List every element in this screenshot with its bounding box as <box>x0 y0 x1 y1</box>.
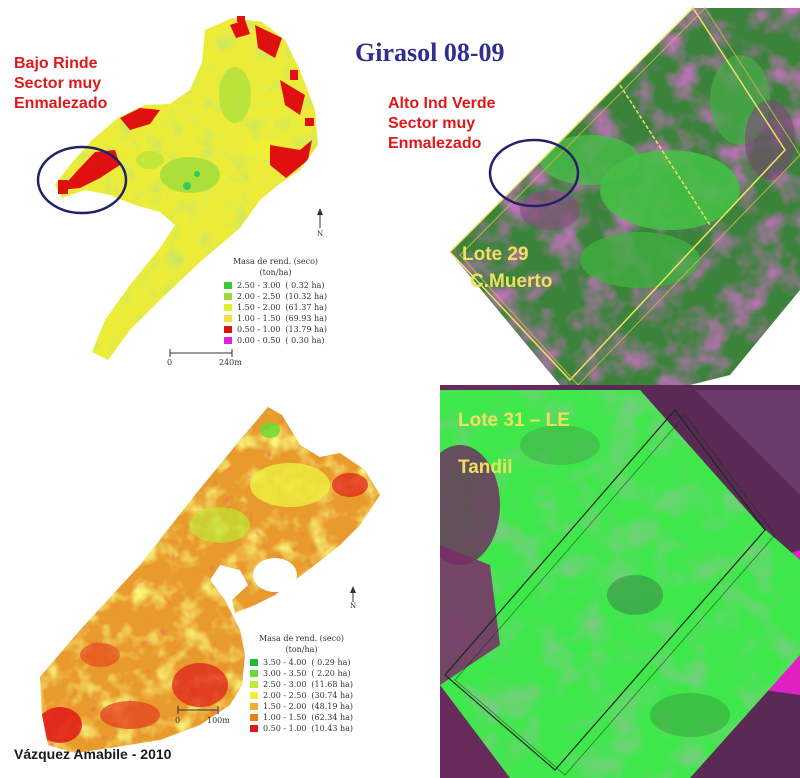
legend-item: 3.00 - 3.50 ( 2.20 ha) <box>250 668 353 679</box>
legend-range: 0.50 - 1.00 <box>263 724 307 733</box>
legend-swatch <box>224 304 232 311</box>
location-label-tandil: Tandil <box>458 457 513 478</box>
legend-range: 1.50 - 2.00 <box>263 702 307 711</box>
sector-divider-line <box>619 84 711 226</box>
legend-swatch <box>224 282 232 289</box>
legend-range: 1.00 - 1.50 <box>237 314 281 323</box>
yield-map-lote29-panel <box>0 0 380 375</box>
scale-end-label: 100m <box>207 716 230 725</box>
lot-label-29: Lote 29 <box>462 244 529 265</box>
yield-map-lote31-panel <box>0 385 440 778</box>
legend-item: 3.50 - 4.00 ( 0.29 ha) <box>250 657 353 668</box>
lot-boundary <box>448 6 786 382</box>
legend-range: 2.00 - 2.50 <box>263 691 307 700</box>
page-title: Girasol 08-09 <box>355 38 505 67</box>
annotation-line: Enmalezado <box>388 135 482 152</box>
legend-title: Masa de rend. (seco) <box>258 634 345 643</box>
legend-item: 2.00 - 2.50 (30.74 ha) <box>250 690 353 701</box>
legend-item: 2.50 - 3.00 ( 0.32 ha) <box>224 280 327 291</box>
legend-swatch <box>250 659 258 666</box>
legend-range: 0.50 - 1.00 <box>237 325 281 334</box>
legend-swatch <box>224 337 232 344</box>
legend-area: (10.43 ha) <box>311 724 354 733</box>
annotation-line: Bajo Rinde <box>14 55 98 72</box>
legend-area: (61.37 ha) <box>285 303 328 312</box>
yield-legend-lote31: Masa de rend. (seco) (ton/ha) 3.50 - 4.00 (… <box>250 633 353 734</box>
legend-swatch <box>250 692 258 699</box>
yield-map-lote31 <box>40 407 380 753</box>
legend-item: 2.00 - 2.50 (10.32 ha) <box>224 291 327 302</box>
legend-area: ( 2.20 ha) <box>311 669 351 678</box>
location-label-cmuerto: C.Muerto <box>470 271 553 292</box>
legend-swatch <box>224 293 232 300</box>
legend-area: (48.19 ha) <box>311 702 354 711</box>
scale-start-label: 0 <box>167 358 173 367</box>
legend-swatch <box>224 315 232 322</box>
legend-area: (62.34 ha) <box>311 713 354 722</box>
scale-end-label: 240m <box>219 358 242 367</box>
legend-area: (11.68 ha) <box>311 680 354 689</box>
low-yield-highlight-circle <box>36 145 128 215</box>
legend-swatch <box>250 670 258 677</box>
legend-item: 1.00 - 1.50 (69.93 ha) <box>224 313 327 324</box>
legend-area: (10.32 ha) <box>285 292 328 301</box>
legend-title: Masa de rend. (seco) <box>232 257 319 266</box>
scale-start-label: 0 <box>175 716 181 725</box>
legend-area: (13.79 ha) <box>285 325 328 334</box>
legend-item: 0.50 - 1.00 (10.43 ha) <box>250 723 353 734</box>
north-label: N <box>350 602 357 610</box>
legend-range: 1.00 - 1.50 <box>263 713 307 722</box>
legend-area: ( 0.30 ha) <box>285 336 325 345</box>
legend-area: (30.74 ha) <box>311 691 354 700</box>
legend-range: 2.50 - 3.00 <box>237 281 281 290</box>
legend-item: 0.50 - 1.00 (13.79 ha) <box>224 324 327 335</box>
legend-range: 2.00 - 2.50 <box>237 292 281 301</box>
legend-item: 1.50 - 2.00 (48.19 ha) <box>250 701 353 712</box>
high-green-index-annotation: Alto Ind Verde Sector muy Enmalezado <box>388 94 496 154</box>
low-yield-annotation: Bajo Rinde Sector muy Enmalezado <box>14 54 107 114</box>
legend-swatch <box>224 326 232 333</box>
legend-item: 1.50 - 2.00 (61.37 ha) <box>224 302 327 313</box>
yield-legend-lote29: Masa de rend. (seco) (ton/ha) 2.50 - 3.00 (… <box>224 256 327 346</box>
legend-range: 1.50 - 2.00 <box>237 303 281 312</box>
satellite-image-lote29 <box>440 0 800 385</box>
high-green-index-highlight-circle <box>488 138 580 208</box>
legend-unit: (ton/ha) <box>259 268 292 277</box>
annotation-line: Sector muy <box>14 75 102 92</box>
legend-area: (69.93 ha) <box>285 314 328 323</box>
satellite-image-lote31 <box>440 385 800 778</box>
legend-swatch <box>250 714 258 721</box>
author-credit: Vázquez Amabile - 2010 <box>14 746 172 762</box>
legend-swatch <box>250 681 258 688</box>
annotation-line: Enmalezado <box>14 95 108 112</box>
lot-label-31: Lote 31 – LE <box>458 410 570 431</box>
legend-range: 3.00 - 3.50 <box>263 669 307 678</box>
legend-swatch <box>250 725 258 732</box>
legend-range: 3.50 - 4.00 <box>263 658 307 667</box>
satellite-image-lote29-panel <box>440 0 800 385</box>
legend-range: 0.00 - 0.50 <box>237 336 281 345</box>
legend-unit: (ton/ha) <box>285 645 318 654</box>
legend-item: 2.50 - 3.00 (11.68 ha) <box>250 679 353 690</box>
north-label: N <box>317 230 324 238</box>
legend-item: 1.00 - 1.50 (62.34 ha) <box>250 712 353 723</box>
annotation-line: Alto Ind Verde <box>388 95 496 112</box>
legend-item: 0.00 - 0.50 ( 0.30 ha) <box>224 335 327 346</box>
annotation-line: Sector muy <box>388 115 476 132</box>
legend-swatch <box>250 703 258 710</box>
legend-area: ( 0.29 ha) <box>311 658 351 667</box>
legend-area: ( 0.32 ha) <box>285 281 325 290</box>
legend-range: 2.50 - 3.00 <box>263 680 307 689</box>
satellite-image-lote31-panel <box>440 385 800 778</box>
lot-boundary <box>444 409 766 771</box>
yield-map-lote29 <box>36 16 323 360</box>
